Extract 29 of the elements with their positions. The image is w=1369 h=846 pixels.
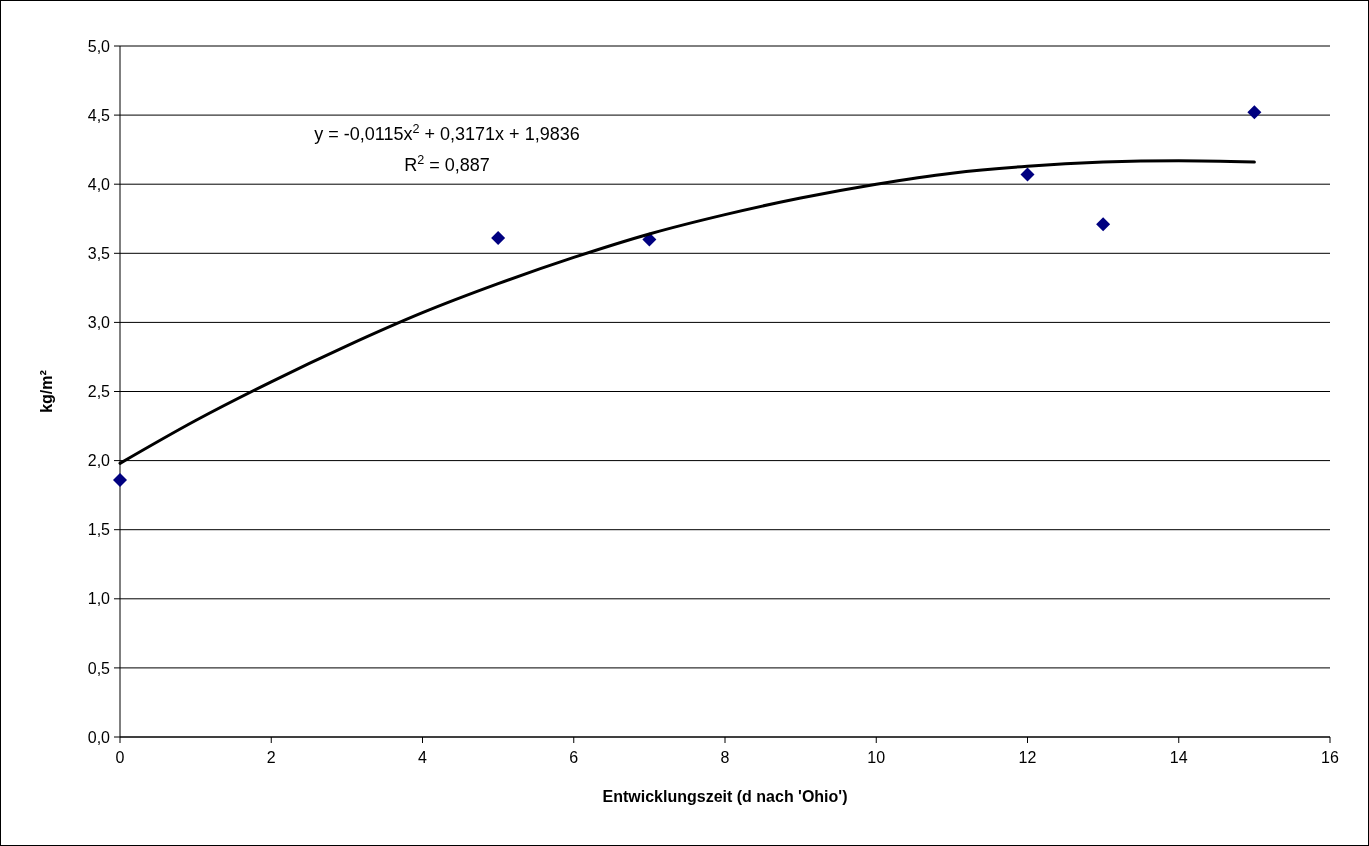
y-tick-label: 3,5: [87, 244, 111, 262]
x-tick-label: 14: [1169, 749, 1188, 766]
point: [1247, 105, 1262, 120]
y-tick-label: 4,5: [87, 106, 111, 124]
x-tick-label: 2: [266, 749, 276, 766]
y-tick-label: 5,0: [87, 37, 111, 55]
point: [491, 231, 506, 246]
y-tick-label: 1,0: [87, 590, 111, 608]
x-axis-title: Entwicklungszeit (d nach 'Ohio'): [602, 788, 848, 805]
y-tick-label: 4,0: [87, 175, 111, 193]
x-tick-label: 6: [569, 749, 579, 766]
x-tick-label: 8: [720, 749, 730, 766]
x-tick-label: 10: [867, 749, 886, 766]
y-axis-title: kg/m²: [38, 370, 55, 413]
x-tick-label: 16: [1321, 749, 1339, 766]
y-tick-label: 2,0: [87, 452, 111, 470]
x-tick-label: 12: [1018, 749, 1037, 766]
point: [1020, 167, 1035, 182]
y-tick-label: 0,5: [87, 659, 111, 677]
y-tick-label: 2,5: [87, 383, 111, 401]
point: [1096, 217, 1111, 232]
y-tick-label: 0,0: [87, 728, 111, 746]
x-tick-label: 4: [418, 749, 428, 766]
annotation: R$^{2}$ = 0,887: [404, 153, 490, 175]
point: [113, 472, 127, 487]
x-tick-label: 0: [115, 749, 125, 766]
y-tick-label: 3,0: [87, 314, 111, 331]
y-tick-label: 1,5: [87, 521, 111, 539]
annotation: y = -0,0115x$^{2}$ + 0,3171x + 1,9836: [314, 122, 580, 144]
